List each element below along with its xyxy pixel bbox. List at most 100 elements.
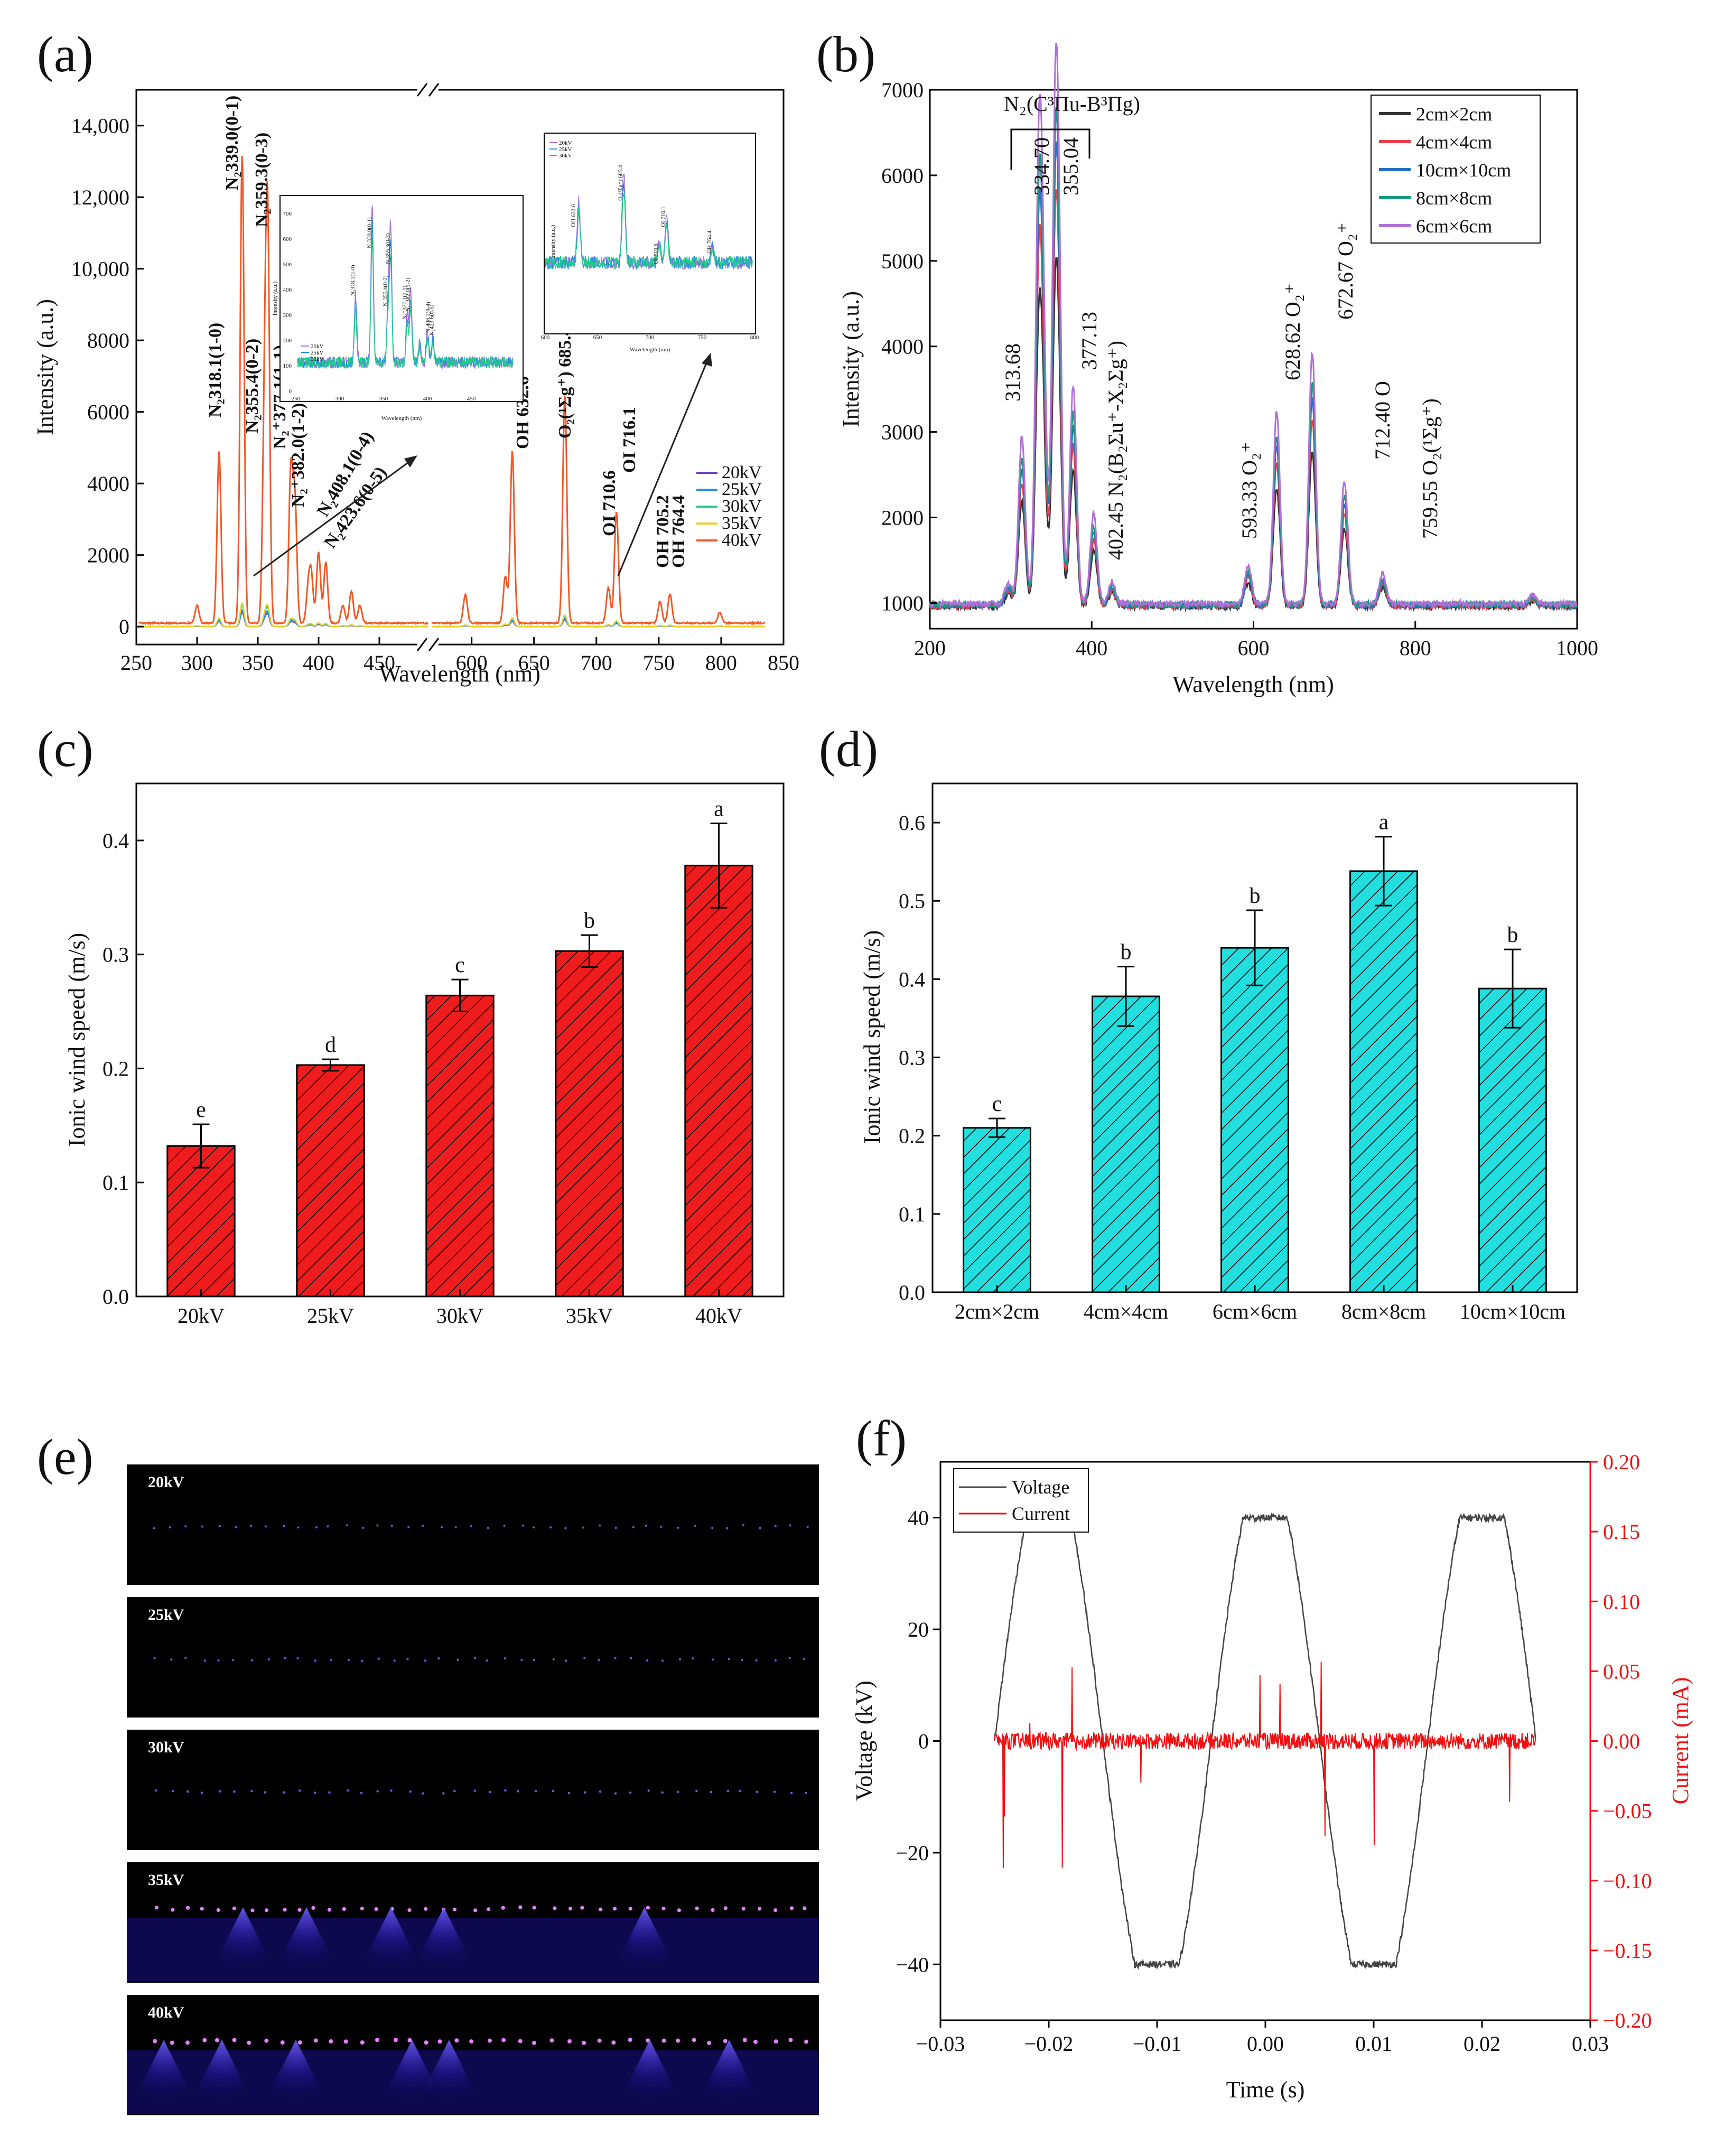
discharge-spot <box>790 1791 793 1795</box>
discharge-spot <box>564 1527 567 1529</box>
discharge-spot <box>153 1657 156 1659</box>
x-tick-label: 30kV <box>436 1304 483 1328</box>
y-tick-label: 3000 <box>881 421 924 444</box>
legend-label: 20kV <box>722 463 762 482</box>
discharge-spot <box>741 1658 743 1662</box>
y-right-tick-label: 0.15 <box>1603 1520 1640 1544</box>
legend-item-25kV: 25kV <box>696 480 762 499</box>
discharge-spot <box>297 1908 302 1912</box>
discharge-spot <box>739 1789 741 1793</box>
photo-label: 30kV <box>148 1739 184 1756</box>
discharge-spot <box>660 1525 663 1528</box>
discharge-spot <box>264 1791 266 1794</box>
discharge-spot <box>360 2040 365 2045</box>
panel-b-xlabel: Wavelength (nm) <box>1172 671 1334 697</box>
discharge-spot <box>327 1525 329 1528</box>
discharge-spot <box>723 2039 728 2043</box>
x-tick-label: 800 <box>705 651 737 675</box>
discharge-spot <box>327 1908 332 1912</box>
discharge-spot <box>614 1792 617 1795</box>
inset-right-peak-label: OI 716.1 <box>660 207 667 227</box>
y-tick-label: −40 <box>896 1953 929 1976</box>
discharge-spot <box>200 1791 203 1794</box>
annotation-oi-710: OI 710.6 <box>600 470 619 536</box>
discharge-spot <box>315 1526 318 1529</box>
discharge-spot <box>711 1908 715 1912</box>
panel-d-ylabel: Ionic wind speed (m/s) <box>859 930 885 1144</box>
discharge-spot <box>313 2038 318 2043</box>
x-tick-label: 1000 <box>1556 636 1598 660</box>
inset-left-y-tick-label: 100 <box>283 363 292 369</box>
discharge-spot <box>567 1791 571 1795</box>
discharge-spot <box>805 1791 807 1795</box>
discharge-spot <box>503 1524 506 1527</box>
y-tick-label: 10,000 <box>71 257 129 281</box>
discharge-spot <box>803 1657 806 1660</box>
bar-2cm×2cm <box>963 1127 1031 1293</box>
series-40kV-line-1 <box>431 396 766 626</box>
discharge-spot <box>390 1525 393 1527</box>
photo-frame <box>127 1730 819 1850</box>
annotation-n2-355: N₂355.4(0-2) <box>243 339 262 433</box>
inset-right-peak-label: O₂(¹Σg⁺) 685.4 <box>618 165 624 201</box>
bar-30kV <box>425 994 495 1298</box>
panel-d-plot: 0.0 0.1 0.2 0.3 0.4 0.5 0.6 c 2cm×2cm b 4cm×4cm b 6c… <box>899 810 1565 1323</box>
y-tick-label: 0 <box>119 615 129 639</box>
inset-left-labels: 250 300 350 400 450 0 100 200 300 400 500 600 700 20k… <box>283 211 476 402</box>
discharge-spot <box>692 1657 694 1660</box>
inset-right-arrow <box>617 359 709 576</box>
discharge-spot <box>454 1526 457 1529</box>
discharge-spot <box>487 1907 491 1911</box>
inset-left-y-tick-label: 600 <box>283 236 292 242</box>
discharge-spot <box>283 1525 285 1527</box>
discharge-plume <box>269 1907 343 1981</box>
discharge-spot <box>264 1908 269 1912</box>
y-right-tick-label: 0.20 <box>1603 1450 1640 1474</box>
annotation-355: 355.04 <box>1059 137 1083 195</box>
discharge-spot <box>184 1657 187 1659</box>
discharge-spot <box>360 1907 364 1911</box>
y-tick-label: 0.2 <box>102 1057 129 1080</box>
x-tick-label: 450 <box>363 651 395 675</box>
discharge-spot <box>758 1907 762 1911</box>
discharge-spot <box>692 2038 696 2042</box>
discharge-spot <box>376 1524 379 1527</box>
discharge-spot <box>549 1526 552 1529</box>
discharge-spot <box>773 2039 778 2044</box>
significance-letter: d <box>325 1033 336 1057</box>
discharge-spot <box>628 2038 632 2042</box>
discharge-spot <box>473 1908 478 1912</box>
break-mark <box>416 638 428 651</box>
annotation-593: 593.33 O₂⁺ <box>1237 442 1261 539</box>
discharge-spot <box>788 1657 791 1659</box>
inset-right-plot <box>545 173 753 270</box>
y-tick-label: 0.5 <box>899 889 925 913</box>
discharge-spot <box>377 1657 380 1660</box>
panel-b-ticks: 200 400 600 800 1000 1000 2000 3000 4000 5000 6000… <box>881 78 1598 660</box>
inset-left-arrow <box>253 459 413 577</box>
discharge-spot <box>247 2040 251 2045</box>
panel-a-frame <box>135 89 785 646</box>
panel-b-letter: (b) <box>816 26 875 82</box>
discharge-spot <box>567 2039 572 2043</box>
bar-8cm×8cm <box>1349 870 1418 1293</box>
discharge-spot <box>695 1789 698 1793</box>
inset-left-y-tick-label: 0 <box>289 388 292 395</box>
legend-label: 40kV <box>722 530 762 550</box>
y-tick-label: 5000 <box>881 249 924 273</box>
discharge-spot <box>343 2039 348 2044</box>
inset-right-legend-label: 30kV <box>559 153 572 159</box>
y-tick-label: 0.1 <box>899 1202 925 1226</box>
discharge-spot <box>614 1527 617 1529</box>
inset-left-peak-label: N₂355.4(0-2) <box>382 275 388 306</box>
x-tick-label: 25kV <box>307 1304 354 1328</box>
x-tick-label: 10cm×10cm <box>1460 1300 1565 1323</box>
annotation-759: 759.55 O₂(¹Σg⁺) <box>1418 398 1442 539</box>
y-tick-label: 12,000 <box>71 185 129 209</box>
discharge-spot <box>409 1790 412 1793</box>
bar-20kV <box>166 1145 236 1298</box>
discharge-spot <box>517 1790 519 1793</box>
annotation-oh-705: OH 705.2 <box>653 495 673 568</box>
discharge-spot <box>390 1789 393 1792</box>
